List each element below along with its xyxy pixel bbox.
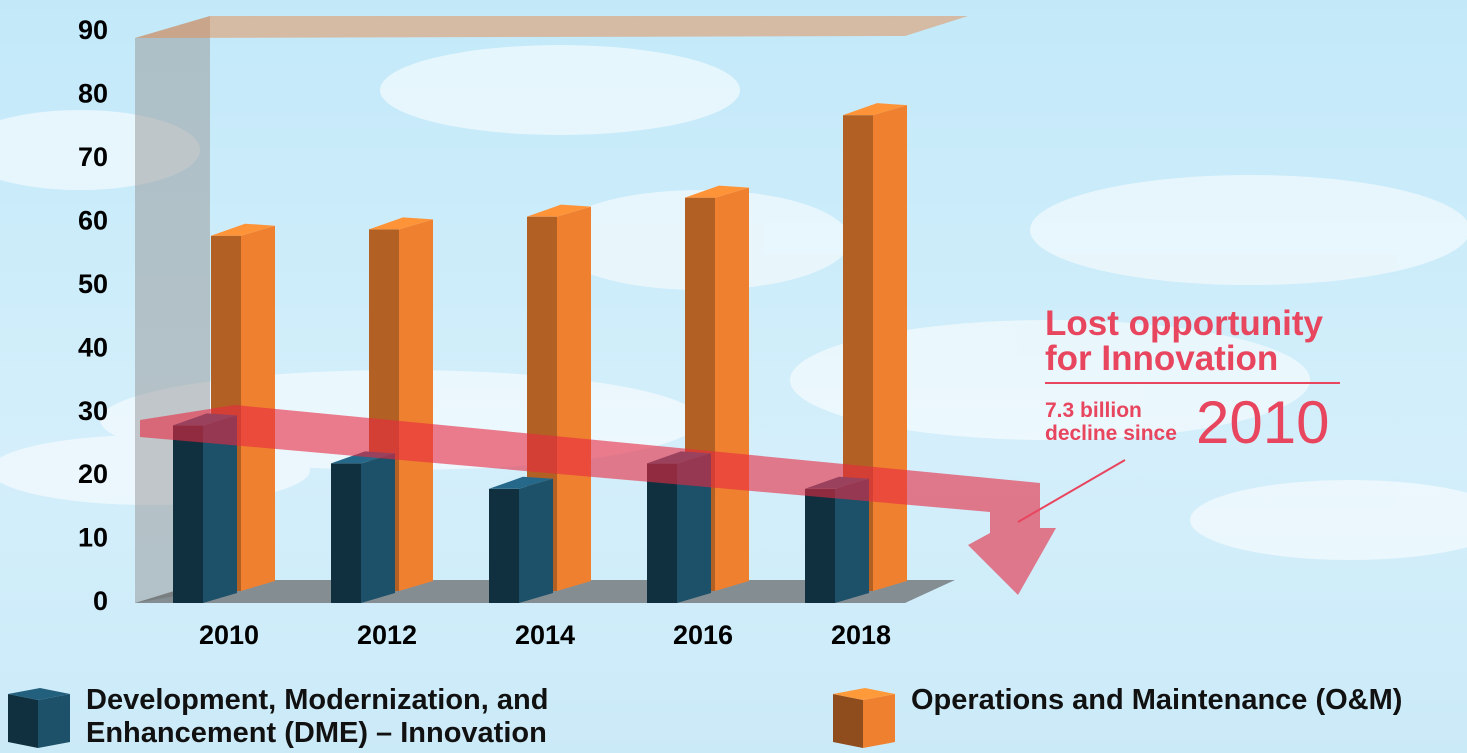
annotation-detail: 7.3 billion — [1045, 399, 1142, 422]
bar-front — [173, 425, 203, 603]
annotation-year: 2010 — [1196, 389, 1329, 456]
legend-label: Development, Modernization, and Enhancem… — [86, 684, 606, 750]
y-tick-label: 80 — [78, 79, 108, 109]
legend-swatch — [833, 684, 899, 750]
y-tick-label: 30 — [78, 396, 108, 426]
bar-side — [399, 219, 433, 591]
page: Lost opportunity for Innovation 7.3 bill… — [0, 0, 1467, 753]
y-tick-label: 90 — [78, 15, 108, 45]
annotation-detail: decline since — [1045, 422, 1177, 445]
bar-side — [715, 188, 749, 591]
legend-item: Operations and Maintenance (O&M) — [833, 684, 1467, 750]
y-tick-label: 40 — [78, 332, 108, 362]
bar-side — [873, 105, 907, 591]
bar — [489, 477, 553, 603]
x-tick-label: 2010 — [199, 620, 259, 650]
bar-side — [361, 453, 395, 603]
y-tick-label: 10 — [78, 523, 108, 553]
annotation-title: for Innovation — [1045, 339, 1278, 378]
x-tick-label: 2016 — [673, 620, 733, 650]
legend-label: Operations and Maintenance (O&M) — [911, 684, 1467, 717]
bars — [173, 103, 907, 603]
y-tick-label: 20 — [78, 459, 108, 489]
x-tick-label: 2018 — [831, 620, 891, 650]
y-tick-label: 70 — [78, 142, 108, 172]
bar-front — [805, 489, 835, 603]
legend-swatch — [8, 684, 74, 750]
bar — [331, 451, 395, 603]
y-tick-label: 60 — [78, 205, 108, 235]
bar-front — [489, 489, 519, 603]
chart: Lost opportunity for Innovation 7.3 bill… — [0, 0, 1467, 753]
legend-item: Development, Modernization, and Enhancem… — [8, 684, 606, 750]
bar-front — [331, 463, 361, 603]
annotation-title: Lost opportunity — [1045, 304, 1324, 343]
y-tick-label: 0 — [93, 586, 108, 616]
bar-side — [557, 207, 591, 591]
top-frame — [135, 16, 968, 38]
bar-side — [519, 479, 553, 603]
x-tick-label: 2012 — [357, 620, 417, 650]
x-tick-label: 2014 — [515, 620, 575, 650]
bar-front — [647, 463, 677, 603]
y-tick-label: 50 — [78, 269, 108, 299]
